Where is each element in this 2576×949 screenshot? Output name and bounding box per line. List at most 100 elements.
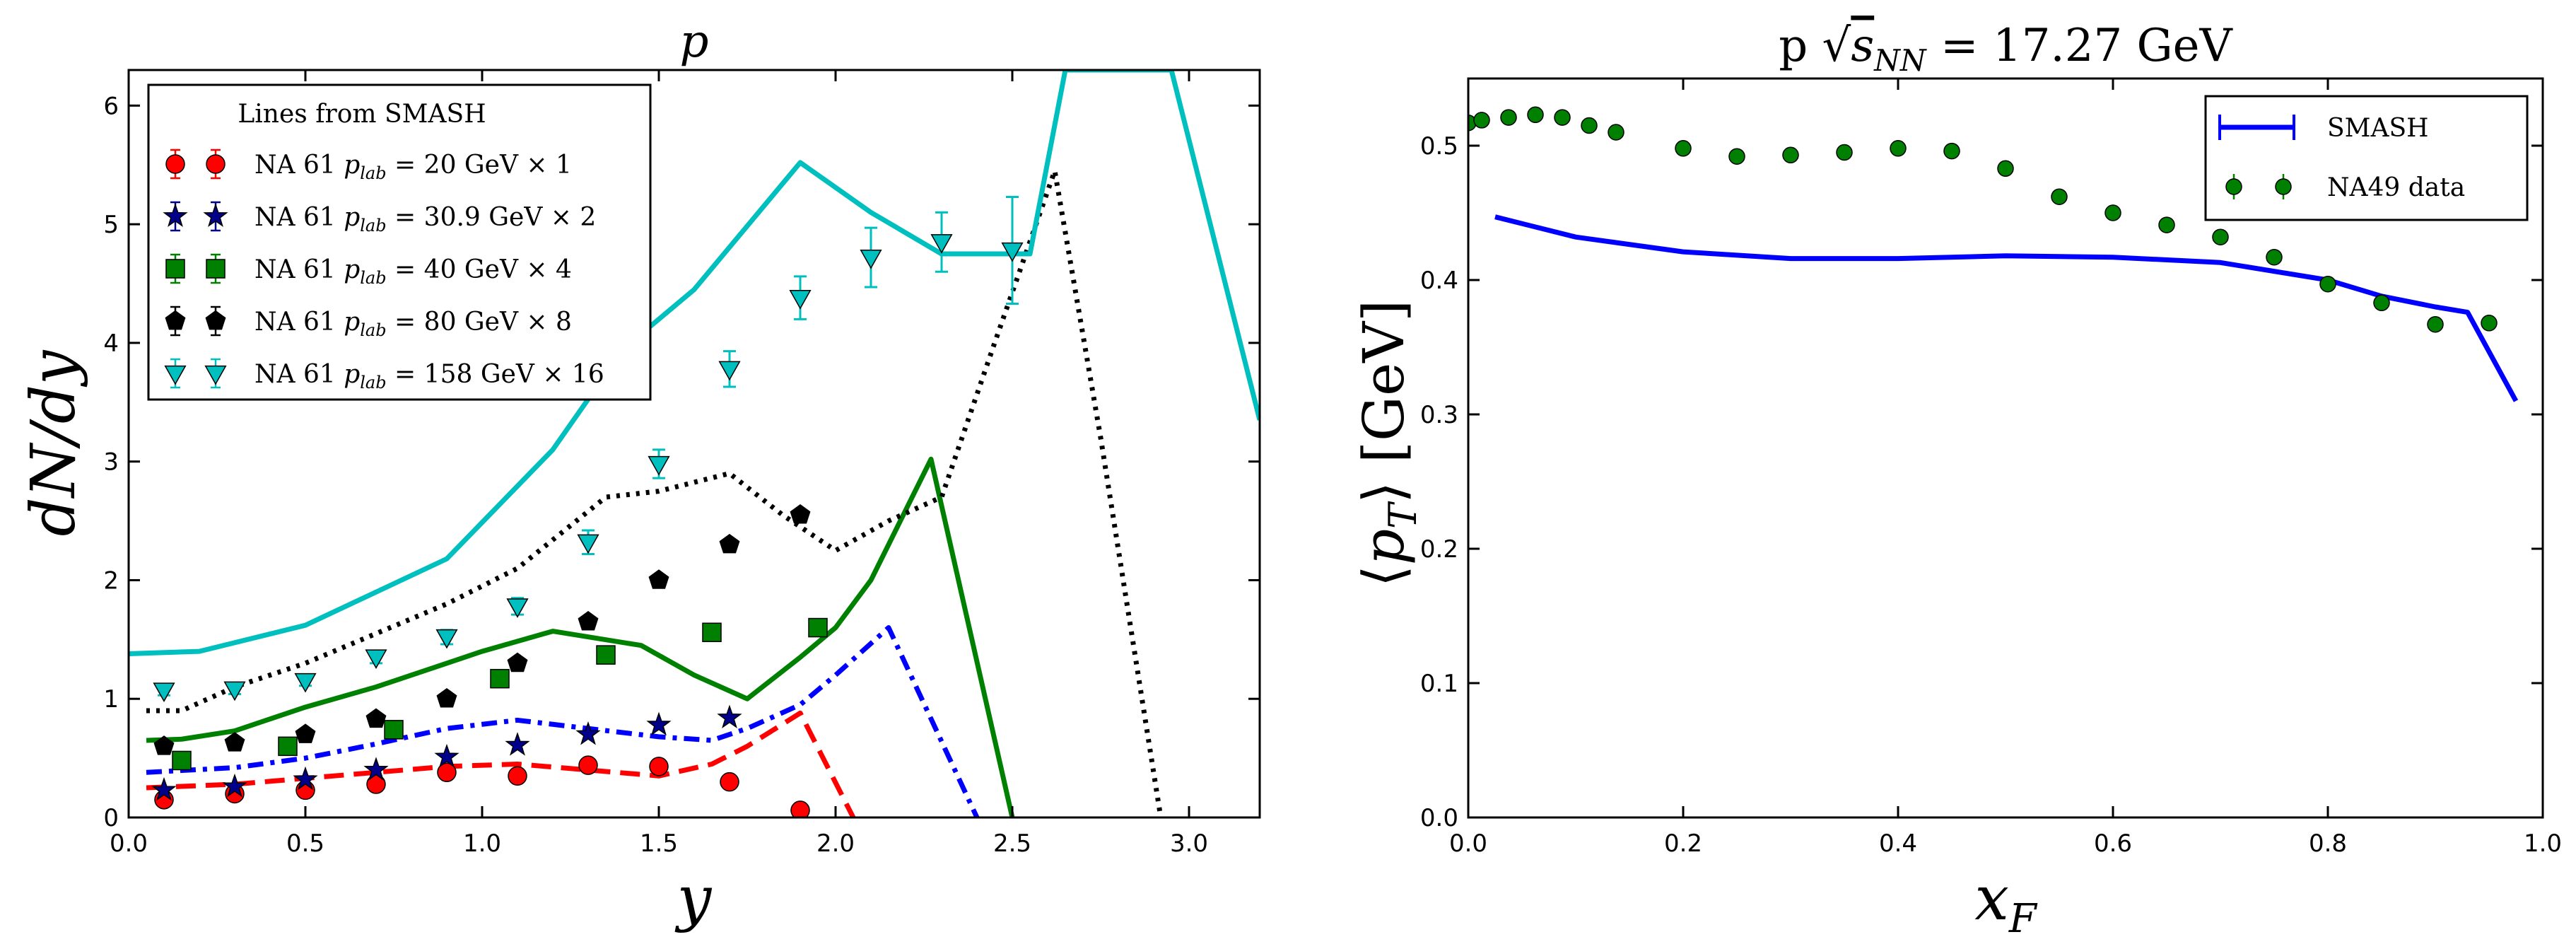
data-point-0-4 xyxy=(789,289,812,310)
x-tick-label: 1.5 xyxy=(640,829,678,858)
y-tick-label: 5 xyxy=(103,211,119,239)
data-point-1-0 xyxy=(1608,124,1624,141)
data-point-0-4 xyxy=(153,682,175,702)
y-tick-label: 3 xyxy=(103,448,119,477)
left-smash-lines xyxy=(129,70,1260,817)
x-tick-label: 3.0 xyxy=(1170,829,1208,858)
legend-label-sub: lab xyxy=(360,268,386,288)
legend-label: NA 61 plab = 40 GeV × 4 xyxy=(254,255,572,288)
legend-label-prefix: NA 61 xyxy=(254,151,344,180)
data-point-1-0 xyxy=(2051,188,2068,205)
data-point-1-0 xyxy=(1728,148,1745,165)
data-point-0-0 xyxy=(720,772,739,792)
legend-marker xyxy=(165,259,185,279)
data-point-0-4 xyxy=(1001,242,1024,262)
legend-marker xyxy=(164,365,187,385)
data-point-1-0 xyxy=(2319,275,2336,293)
data-point-1-0 xyxy=(1675,140,1692,157)
data-point-0-4 xyxy=(294,673,317,693)
title-energy: = 17.27 GeV xyxy=(1926,20,2234,72)
y-tick-label: 0.3 xyxy=(1420,401,1458,429)
left-axis-ticks: 0.0 0.5 1.0 1.5 2.0 2.5 3.0 0 1 2 3 4 5 6 xyxy=(103,70,1260,858)
right-legend-box xyxy=(2204,95,2529,221)
legend-label-p: p xyxy=(344,360,360,389)
legend-label-sub: lab xyxy=(360,373,386,392)
legend-label-smash: SMASH xyxy=(2327,114,2429,143)
y-tick-label: 0.5 xyxy=(1420,132,1458,161)
y-tick-label: 2 xyxy=(103,566,119,595)
data-point-0-3 xyxy=(719,533,740,554)
legend-marker xyxy=(205,310,226,330)
data-point-1-0 xyxy=(1997,160,2014,177)
left-y-axis-label: dN/dy xyxy=(18,349,89,536)
right-y-axis-label: ⟨pT⟩ [GeV] xyxy=(1351,300,1425,588)
legend-label-prefix: NA 61 xyxy=(254,308,344,337)
legend-label-sub: lab xyxy=(360,320,386,340)
left-legend-box xyxy=(147,83,652,401)
legend-marker xyxy=(163,203,188,227)
data-point-0-4 xyxy=(365,649,387,669)
data-point-0-2 xyxy=(808,617,828,638)
right-chart: 0.0 0.2 0.4 0.6 0.8 1.0 0.0 0.1 0.2 0.3 0.4 0.5 p √… xyxy=(1351,20,2562,942)
x-tick-label: 0.5 xyxy=(286,829,324,858)
title-sub-nn: NN xyxy=(1873,43,1927,78)
smash-line-0-3 xyxy=(146,168,1164,817)
data-point-0-0 xyxy=(508,766,527,786)
data-point-0-3 xyxy=(153,735,175,755)
y-tick-label: 0.0 xyxy=(1420,804,1458,832)
data-point-1-0 xyxy=(2266,248,2283,266)
x-tick-label: 0.0 xyxy=(1449,829,1487,858)
y-tick-label: 0.1 xyxy=(1420,670,1458,698)
data-point-1-0 xyxy=(2158,216,2175,233)
left-data-markers xyxy=(151,196,1024,817)
legend-marker xyxy=(206,259,226,279)
legend-label: NA 61 plab = 30.9 GeV × 2 xyxy=(254,203,596,235)
legend-label-p: p xyxy=(344,151,360,180)
data-point-0-3 xyxy=(648,569,669,589)
data-point-1-0 xyxy=(2427,315,2444,333)
data-point-0-0 xyxy=(790,800,810,817)
legend-marker xyxy=(203,203,228,227)
data-point-0-4 xyxy=(930,234,953,254)
data-point-1-0 xyxy=(2212,228,2229,245)
x-tick-label: 0.8 xyxy=(2309,829,2347,858)
title-s: s xyxy=(1851,20,1874,72)
smash-line-0-2 xyxy=(146,456,1015,817)
data-point-0-3 xyxy=(507,652,528,673)
left-legend-rows: NA 61 plab = 20 GeV × 1NA 61 plab = 30.9… xyxy=(163,149,604,392)
legend-marker xyxy=(2275,178,2292,195)
x-tick-label: 1.0 xyxy=(463,829,501,858)
left-chart-title: p xyxy=(680,16,709,68)
legend-label-prefix: NA 61 xyxy=(254,203,344,232)
data-point-0-2 xyxy=(490,668,510,689)
smash-line-0-4 xyxy=(129,70,1260,656)
legend-label-suffix: = 30.9 GeV × 2 xyxy=(387,203,597,232)
y-tick-label: 4 xyxy=(103,330,119,358)
data-point-0-1 xyxy=(575,721,601,745)
data-point-0-4 xyxy=(718,361,741,381)
legend-label-suffix: = 80 GeV × 8 xyxy=(387,308,572,337)
data-point-1-0 xyxy=(2104,204,2121,221)
legend-marker xyxy=(165,310,186,330)
data-point-1-0 xyxy=(1581,117,1598,134)
y-tick-label: 1 xyxy=(103,685,119,714)
left-chart: 0.0 0.5 1.0 1.5 2.0 2.5 3.0 0 1 2 3 4 5 6 p y dN/dy L… xyxy=(18,16,1261,934)
legend-label: NA 61 plab = 20 GeV × 1 xyxy=(254,151,572,183)
data-point-0-3 xyxy=(436,687,457,708)
legend-label-p: p xyxy=(344,308,360,337)
x-tick-label: 0.6 xyxy=(2094,829,2132,858)
data-point-0-1 xyxy=(505,732,530,756)
data-point-0-2 xyxy=(278,736,298,757)
data-point-0-1 xyxy=(717,704,742,729)
x-tick-label: 2.0 xyxy=(816,829,855,858)
data-point-0-0 xyxy=(437,762,457,782)
x-tick-label: 2.5 xyxy=(993,829,1031,858)
data-point-0-2 xyxy=(596,645,616,665)
data-point-0-4 xyxy=(435,629,458,649)
data-point-0-4 xyxy=(223,681,246,701)
data-point-1-0 xyxy=(1782,146,1799,164)
y-tick-label: 0 xyxy=(103,804,119,832)
legend-label-sub: lab xyxy=(360,216,386,235)
data-point-0-2 xyxy=(384,720,404,740)
